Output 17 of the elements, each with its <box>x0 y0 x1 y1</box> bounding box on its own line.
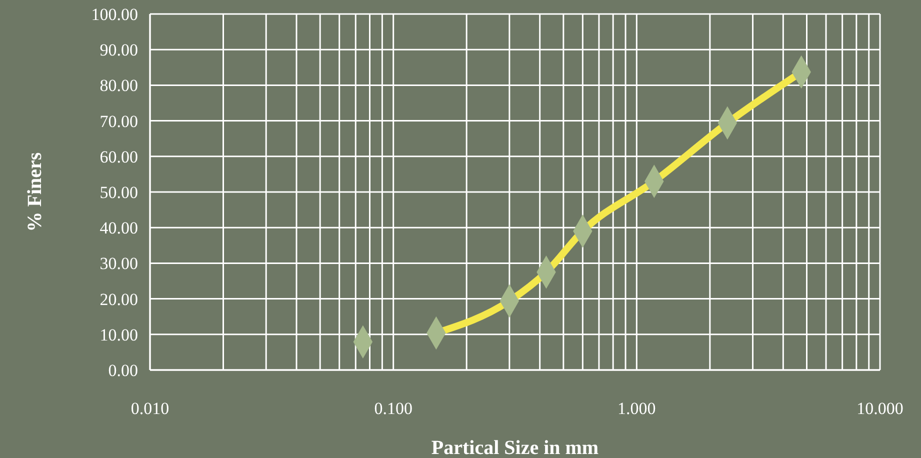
y-tick-label: 100.00 <box>91 5 138 24</box>
x-tick-label: 0.100 <box>374 399 412 418</box>
y-axis-title: % Finers <box>24 152 46 232</box>
y-tick-label: 70.00 <box>100 112 138 131</box>
y-tick-label: 50.00 <box>100 183 138 202</box>
y-tick-label: 40.00 <box>100 218 138 238</box>
y-tick-label: 10.00 <box>100 325 138 344</box>
x-tick-label: 1.000 <box>618 399 656 418</box>
y-tick-label: 90.00 <box>100 40 138 60</box>
y-tick-label: 30.00 <box>100 254 138 274</box>
y-tick-label: 80.00 <box>100 76 138 96</box>
y-tick-label: 20.00 <box>100 290 138 309</box>
x-tick-label: 0.010 <box>130 399 170 418</box>
x-axis-title: Partical Size in mm <box>431 437 599 458</box>
y-tick-label: 60.00 <box>100 147 138 166</box>
x-tick-label: 10.000 <box>856 399 904 418</box>
y-tick-label: 0.00 <box>108 361 138 380</box>
